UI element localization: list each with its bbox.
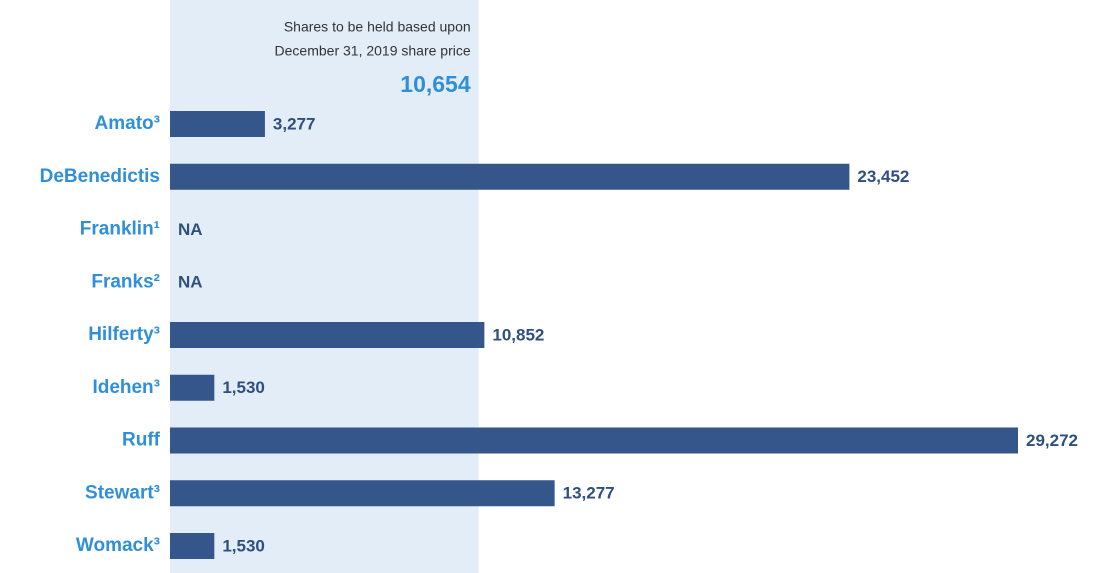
value-label: 1,530 <box>222 536 265 555</box>
category-label: Franklin¹ <box>80 219 160 240</box>
value-label: 29,272 <box>1026 431 1078 450</box>
category-label: Franks² <box>91 271 160 292</box>
category-label: Ruff <box>122 430 161 451</box>
bar <box>170 533 215 559</box>
value-label: 10,852 <box>492 325 544 344</box>
value-label: NA <box>178 273 203 292</box>
threshold-band <box>170 0 479 573</box>
value-label: 3,277 <box>273 114 316 133</box>
category-label: Amato³ <box>95 113 160 134</box>
bar <box>170 163 850 190</box>
category-label: Idehen³ <box>92 377 160 398</box>
bar <box>170 480 555 507</box>
value-label: 23,452 <box>857 167 909 186</box>
category-label: DeBenedictis <box>40 166 160 187</box>
annotation: Shares to be held based upon <box>284 19 471 35</box>
bar <box>170 374 215 401</box>
category-label: Hilferty³ <box>88 324 160 345</box>
category-label: Womack³ <box>76 535 160 556</box>
bar <box>170 322 485 348</box>
threshold-label: 10,654 <box>400 71 471 97</box>
value-label: NA <box>178 220 203 239</box>
category-label: Stewart³ <box>85 482 160 503</box>
annotation: December 31, 2019 share price <box>275 43 471 59</box>
bar <box>170 427 1018 454</box>
value-label: 13,277 <box>563 484 615 503</box>
value-label: 1,530 <box>222 378 265 397</box>
bar <box>170 111 265 137</box>
